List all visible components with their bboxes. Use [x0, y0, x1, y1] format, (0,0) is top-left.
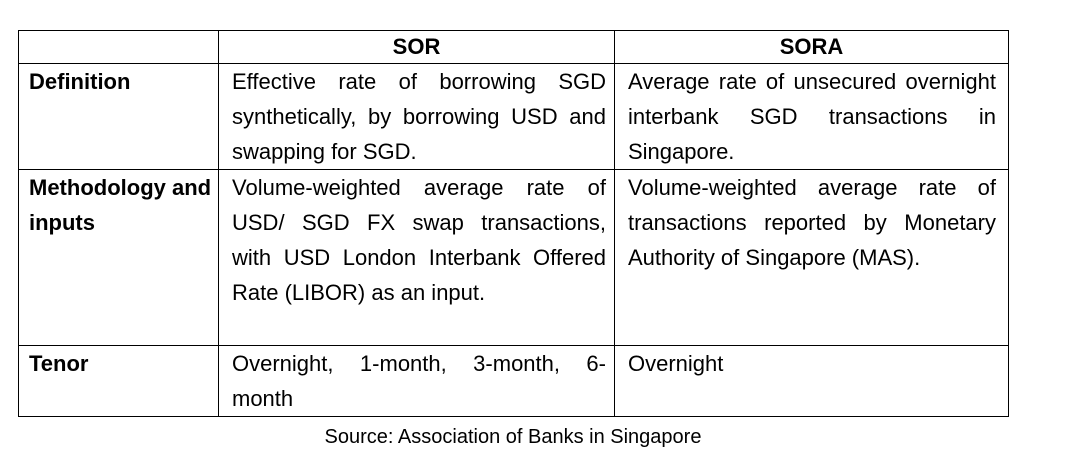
header-cell-sor: SOR	[218, 30, 615, 64]
row-label-definition: Definition	[18, 63, 219, 170]
row-label-methodology: Methodology and inputs	[18, 169, 219, 346]
header-row: SOR SORA	[18, 30, 1009, 64]
cell-sor-tenor: Overnight, 1-month, 3-month, 6-month	[218, 345, 615, 417]
cell-sora-definition: Average rate of unsecured overnight inte…	[614, 63, 1009, 170]
comparison-table: SOR SORA Definition Effective rate of bo…	[18, 30, 1009, 417]
row-label-tenor: Tenor	[18, 345, 219, 417]
cell-sor-definition: Effective rate of borrowing SGD syntheti…	[218, 63, 615, 170]
cell-sor-methodology: Volume-weighted average rate of USD/ SGD…	[218, 169, 615, 346]
cell-sora-tenor: Overnight	[614, 345, 1009, 417]
header-cell-empty	[18, 30, 219, 64]
source-caption: Source: Association of Banks in Singapor…	[324, 426, 702, 448]
table-row: Tenor Overnight, 1-month, 3-month, 6-mon…	[18, 345, 1009, 417]
table-row: Methodology and inputs Volume-weighted a…	[18, 169, 1009, 346]
cell-sora-methodology: Volume-weighted average rate of transact…	[614, 169, 1009, 346]
header-cell-sora: SORA	[614, 30, 1009, 64]
table-row: Definition Effective rate of borrowing S…	[18, 63, 1009, 170]
